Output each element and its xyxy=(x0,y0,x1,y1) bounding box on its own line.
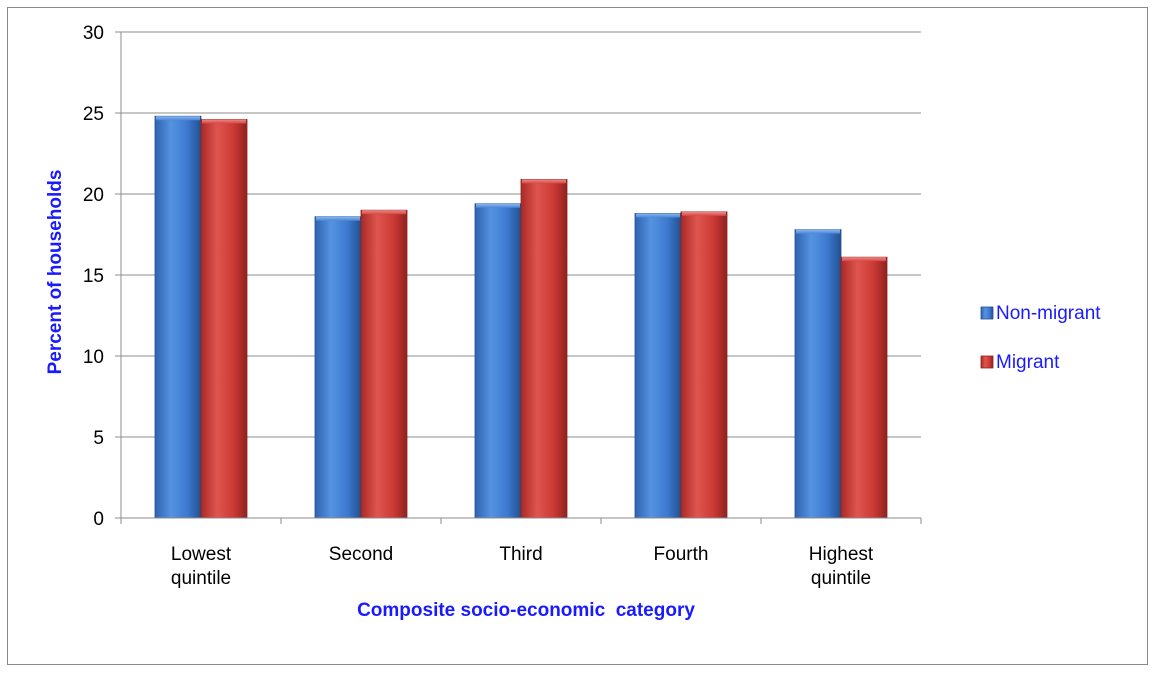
x-axis-title: Composite socio-economic category xyxy=(357,600,695,621)
axes: 0 5 10 15 20 25 30 Lowest quintile Second Third Fou… xyxy=(83,23,922,589)
bar-non-migrant xyxy=(154,115,202,519)
y-tick-label: 0 xyxy=(93,509,104,530)
bar-top-highlight-non-migrant xyxy=(636,213,680,218)
legend-label-non-migrant: Non-migrant xyxy=(996,303,1101,324)
bar-non-migrant xyxy=(474,203,522,519)
y-tick-label: 20 xyxy=(83,185,104,206)
x-tick-label: Third xyxy=(499,544,542,565)
legend-label-migrant: Migrant xyxy=(996,352,1060,373)
chart-frame: 0 5 10 15 20 25 30 Lowest quintile Second Third Fou… xyxy=(7,7,1148,665)
bar-top-highlight-non-migrant xyxy=(796,229,840,234)
bar-top-highlight-migrant xyxy=(522,179,566,184)
bar-migrant xyxy=(360,209,408,519)
x-tick-label: Lowest xyxy=(171,544,232,565)
x-tick-label: quintile xyxy=(171,568,231,589)
bar-non-migrant xyxy=(314,216,362,519)
legend-swatch-migrant xyxy=(980,355,994,369)
legend-swatch-non-migrant xyxy=(980,306,994,320)
bar-chart: 0 5 10 15 20 25 30 Lowest quintile Second Third Fou… xyxy=(45,23,1101,621)
bar-migrant xyxy=(680,211,728,519)
y-tick-label: 30 xyxy=(83,23,104,44)
y-tick-label: 25 xyxy=(83,104,104,125)
bar-top-highlight-migrant xyxy=(842,257,886,262)
y-tick-label: 15 xyxy=(83,266,104,287)
bar-migrant xyxy=(200,119,248,519)
bar-top-highlight-non-migrant xyxy=(316,216,360,221)
bar-top-highlight-migrant xyxy=(682,211,726,216)
bar-non-migrant xyxy=(794,229,842,519)
x-tick-label: Fourth xyxy=(654,544,709,565)
legend: Non-migrant Migrant xyxy=(980,303,1101,373)
y-axis-title: Percent of households xyxy=(45,170,66,375)
bar-top-highlight-migrant xyxy=(202,119,246,124)
x-tick-label: Second xyxy=(329,544,393,565)
bar-migrant xyxy=(840,256,888,519)
bar-migrant xyxy=(520,179,568,519)
y-tick-label: 5 xyxy=(93,428,104,449)
bar-top-highlight-non-migrant xyxy=(156,116,200,121)
bar-non-migrant xyxy=(634,213,682,519)
bar-top-highlight-non-migrant xyxy=(476,203,520,208)
bar-top-highlight-migrant xyxy=(362,210,406,215)
x-tick-label: quintile xyxy=(811,568,871,589)
bars xyxy=(154,115,888,519)
y-tick-label: 10 xyxy=(83,347,104,368)
x-tick-label: Highest xyxy=(809,544,874,565)
